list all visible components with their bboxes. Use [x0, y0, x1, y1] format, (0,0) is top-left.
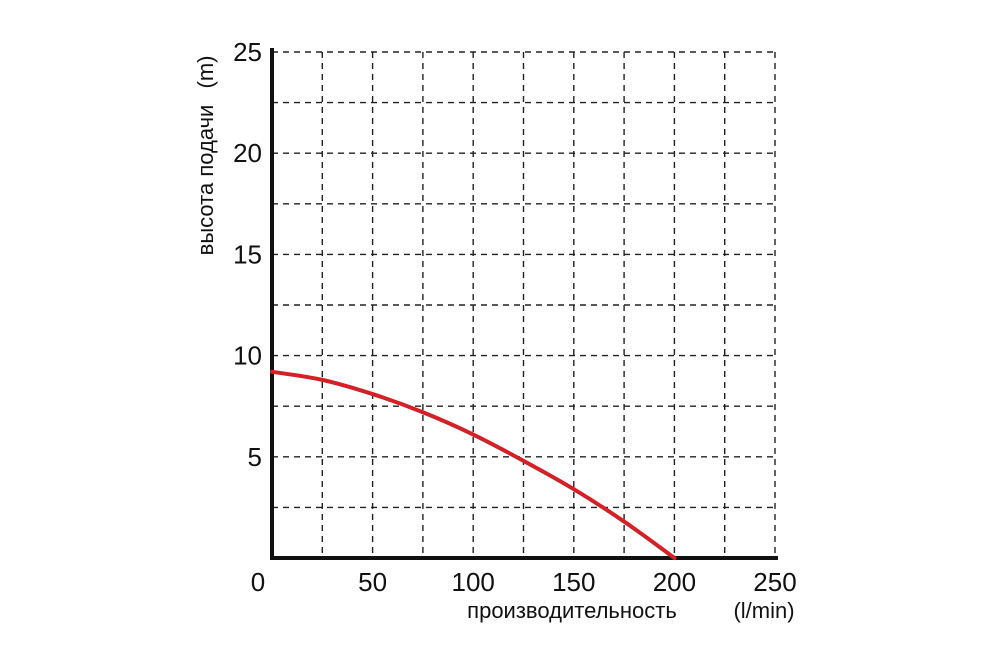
y-tick-label: 5 — [248, 442, 262, 472]
x-tick-label: 150 — [552, 567, 595, 597]
x-tick-label: 100 — [452, 567, 495, 597]
y-axis-unit: (m) — [193, 56, 218, 89]
y-tick-label: 25 — [233, 37, 262, 67]
x-tick-label: 200 — [653, 567, 696, 597]
y-tick-label: 10 — [233, 341, 262, 371]
y-tick-label: 20 — [233, 138, 262, 168]
grid-lines — [272, 51, 776, 558]
x-axis-label: производительность — [467, 598, 677, 623]
x-axis-unit: (l/min) — [733, 598, 794, 623]
x-tick-label: 50 — [358, 567, 387, 597]
x-tick-label: 250 — [753, 567, 796, 597]
x-tick-label: 0 — [251, 567, 265, 597]
axes — [270, 48, 778, 560]
y-axis-label: высота подачи — [193, 105, 218, 256]
performance-curve — [270, 369, 677, 560]
series — [270, 369, 677, 560]
y-tick-labels: 5 10 15 20 25 — [233, 37, 262, 472]
y-tick-label: 15 — [233, 239, 262, 269]
x-tick-labels: 0 50 100 150 200 250 — [251, 567, 797, 597]
